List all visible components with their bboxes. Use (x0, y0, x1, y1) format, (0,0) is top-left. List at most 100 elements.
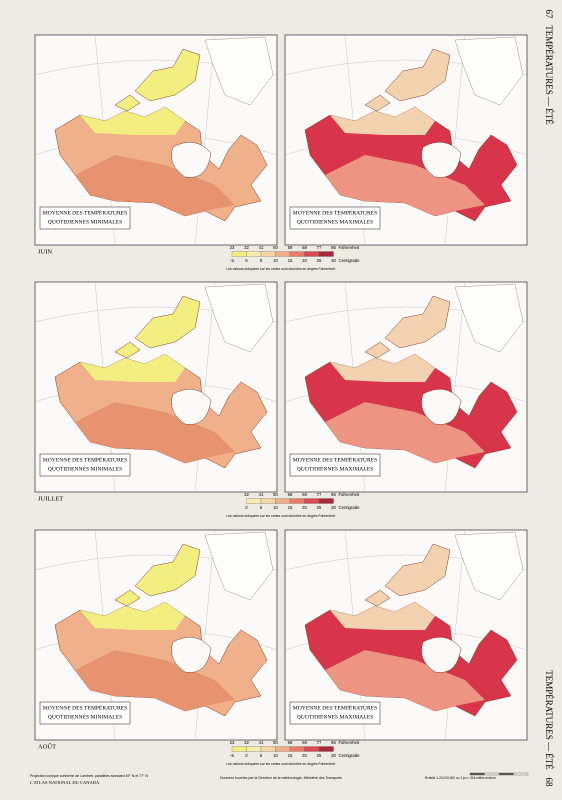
greenland (204, 531, 274, 601)
page-number: 68 (544, 778, 554, 788)
map-panel: MOYENNE DES TEMPÉRATURES QUOTIDIENNES MIN… (34, 281, 278, 493)
centigrade-value: 25 (317, 505, 322, 510)
fahrenheit-value: 50 (273, 740, 278, 745)
caption-box (289, 701, 381, 725)
map-caption: QUOTIDIENNES MINIMALES (48, 466, 122, 472)
hudson-bay (171, 636, 212, 673)
caption-box (289, 453, 381, 477)
arctic-islands (114, 295, 201, 359)
arctic-islands (364, 48, 451, 112)
map-caption: QUOTIDIENNES MINIMALES (48, 714, 122, 720)
centigrade-value: 0 (245, 505, 248, 510)
legend-note: Les valeurs indiquées sur les cartes son… (226, 514, 335, 518)
arctic-islands (114, 48, 201, 112)
legend-unit: Fahrenheit (339, 492, 360, 497)
running-title: TEMPÉRATURES — ÉTÉ (544, 670, 554, 770)
legend-swatch (318, 498, 334, 504)
fahrenheit-value: 86 (331, 492, 336, 497)
legend-swatch (318, 746, 334, 752)
legend-unit: Centigrade (339, 258, 361, 263)
fahrenheit-value: 77 (317, 245, 322, 250)
greenland (454, 531, 524, 601)
centigrade-value: 25 (317, 753, 322, 758)
legend-swatch (231, 746, 247, 752)
temperature-zone (325, 650, 485, 711)
centigrade-value: 30 (331, 753, 336, 758)
scale-note: Échelle 1:20,000,000 ou 1 po = 316 mille… (425, 775, 496, 780)
map-caption: MOYENNE DES TEMPÉRATURES (43, 703, 127, 711)
centigrade-value: 10 (273, 505, 278, 510)
fahrenheit-value: 32 (244, 740, 249, 745)
map-caption: QUOTIDIENNES MAXIMALES (297, 466, 374, 472)
legend-swatch (289, 746, 305, 752)
temperature-zone (325, 155, 485, 216)
temperature-zone (325, 402, 485, 463)
map-caption: QUOTIDIENNES MAXIMALES (297, 714, 374, 720)
fahrenheit-value: 41 (259, 245, 264, 250)
fahrenheit-value: 86 (331, 245, 336, 250)
map-panel: MOYENNE DES TEMPÉRATURES QUOTIDIENNES MIN… (34, 529, 278, 741)
fahrenheit-value: 68 (302, 492, 307, 497)
legend-swatch (246, 498, 262, 504)
legend-swatch (275, 498, 291, 504)
legend-swatch (289, 251, 305, 257)
centigrade-value: 0 (245, 753, 248, 758)
fahrenheit-value: 86 (331, 740, 336, 745)
fahrenheit-value: 59 (288, 740, 293, 745)
legend-swatch (318, 251, 334, 257)
hudson-bay (421, 636, 462, 673)
hudson-bay (421, 388, 462, 425)
fahrenheit-value: 23 (230, 245, 235, 250)
legend-swatch (246, 251, 262, 257)
centigrade-value: 10 (273, 753, 278, 758)
running-title: TEMPÉRATURES — ÉTÉ (544, 25, 554, 125)
fahrenheit-value: 68 (302, 245, 307, 250)
legend-unit: Fahrenheit (339, 245, 360, 250)
map-caption: QUOTIDIENNES MAXIMALES (297, 219, 374, 225)
legend-swatch (289, 498, 305, 504)
fahrenheit-value: 50 (273, 245, 278, 250)
map-caption: MOYENNE DES TEMPÉRATURES (43, 455, 127, 463)
centigrade-value: 20 (302, 258, 307, 263)
centigrade-value: 15 (288, 505, 293, 510)
arctic-islands (364, 543, 451, 607)
legend-swatch (275, 746, 291, 752)
month-label: AOÛT (38, 742, 56, 750)
legend-swatch (260, 746, 276, 752)
fahrenheit-value: 77 (317, 492, 322, 497)
temperature-zone (80, 602, 185, 630)
fahrenheit-value: 50 (273, 492, 278, 497)
centigrade-value: -5 (230, 258, 234, 263)
map-panel: MOYENNE DES TEMPÉRATURES QUOTIDIENNES MAX… (284, 34, 528, 246)
temperature-zone (330, 354, 435, 382)
scale-bar (469, 772, 529, 776)
map-caption: MOYENNE DES TEMPÉRATURES (43, 208, 127, 216)
legend-swatch (304, 498, 320, 504)
centigrade-value: 30 (331, 505, 336, 510)
caption-box (289, 206, 381, 230)
map-caption: MOYENNE DES TEMPÉRATURES (293, 455, 377, 463)
legend-note: Les valeurs indiquées sur les cartes son… (226, 267, 335, 271)
temperature-zone (75, 402, 235, 463)
centigrade-value: 25 (317, 258, 322, 263)
centigrade-value: 20 (302, 753, 307, 758)
centigrade-value: -5 (230, 753, 234, 758)
arctic-islands (114, 543, 201, 607)
caption-box (39, 453, 131, 477)
fahrenheit-value: 41 (259, 492, 264, 497)
legend-swatch (260, 498, 276, 504)
legend-unit: Fahrenheit (339, 740, 360, 745)
map-caption: QUOTIDIENNES MINIMALES (48, 219, 122, 225)
map-caption: MOYENNE DES TEMPÉRATURES (293, 208, 377, 216)
atlas-name: L'ATLAS NATIONAL DU CANADA (30, 780, 100, 785)
map-panel: MOYENNE DES TEMPÉRATURES QUOTIDIENNES MIN… (34, 34, 278, 246)
centigrade-value: 15 (288, 258, 293, 263)
legend-swatch (246, 746, 262, 752)
centigrade-value: 20 (302, 505, 307, 510)
legend-unit: Centigrade (339, 753, 361, 758)
month-label: JUILLET (38, 495, 63, 502)
fahrenheit-value: 59 (288, 492, 293, 497)
caption-box (39, 701, 131, 725)
temperature-zone (75, 650, 235, 711)
